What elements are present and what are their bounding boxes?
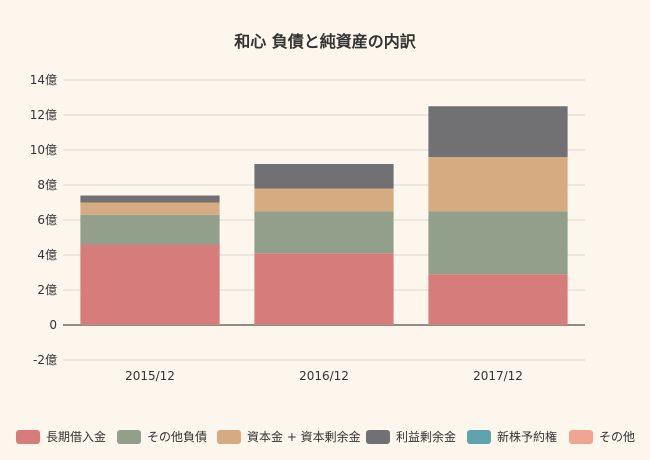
legend-swatch (16, 429, 40, 444)
legend-label: 利益剰余金 (396, 430, 457, 444)
bar-segment (254, 211, 394, 254)
y-tick-label: -2億 (33, 353, 57, 367)
y-tick-label: 10億 (30, 143, 57, 157)
legend-item[interactable]: 資本金 + 資本剰余金 (217, 428, 361, 448)
legend-item[interactable]: 長期借入金 (16, 428, 106, 448)
bar-segment (428, 274, 568, 325)
bar-segment (428, 211, 568, 275)
bar-segment (254, 188, 394, 212)
y-tick-label: 0 (49, 318, 57, 332)
legend-swatch (569, 429, 593, 444)
bar-segment (254, 253, 394, 325)
bar-segment (428, 106, 568, 157)
y-tick-label: 8億 (37, 178, 57, 192)
y-tick-label: 4億 (37, 248, 57, 262)
bar-segment (428, 157, 568, 212)
legend: 長期借入金 その他負債 資本金 + 資本剰余金 利益剰余金 新株予約権 その他 (0, 428, 650, 450)
bar-segment (80, 202, 220, 215)
legend-item[interactable]: 新株予約権 (467, 428, 557, 448)
legend-label: 新株予約権 (497, 430, 558, 444)
legend-label: 資本金 + 資本剰余金 (247, 430, 361, 444)
x-tick-label: 2016/12 (299, 369, 349, 383)
bar-segment (254, 164, 394, 189)
legend-label: その他負債 (147, 430, 208, 444)
y-tick-label: 6億 (37, 213, 57, 227)
legend-item[interactable]: その他負債 (117, 428, 207, 448)
legend-label: その他 (599, 430, 636, 444)
legend-swatch (467, 429, 491, 444)
legend-label: 長期借入金 (46, 430, 107, 444)
legend-item[interactable]: 利益剰余金 (366, 428, 456, 448)
legend-swatch (117, 429, 141, 444)
bar-segment (80, 244, 220, 325)
y-tick-label: 2億 (37, 283, 57, 297)
y-tick-label: 12億 (30, 108, 57, 122)
legend-swatch (217, 429, 241, 444)
legend-item[interactable]: その他 (569, 428, 635, 448)
bar-segment (80, 195, 220, 203)
y-tick-label: 14億 (30, 73, 57, 87)
x-tick-label: 2015/12 (125, 369, 175, 383)
bar-segment (80, 214, 220, 245)
legend-swatch (366, 429, 390, 444)
x-tick-label: 2017/12 (473, 369, 523, 383)
chart-title: 和心 負債と純資産の内訳 (234, 32, 416, 51)
